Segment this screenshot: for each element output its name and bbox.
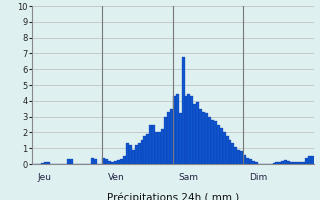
Bar (240, 151, 243, 164)
Bar (108, 161, 111, 164)
Bar (182, 57, 185, 164)
Text: Jeu: Jeu (38, 173, 52, 182)
Bar (276, 162, 278, 164)
Text: Précipitations 24h ( mm ): Précipitations 24h ( mm ) (107, 192, 239, 200)
Bar (152, 124, 155, 164)
Bar (167, 112, 170, 164)
Bar (170, 109, 173, 164)
Bar (205, 113, 208, 164)
Bar (290, 162, 293, 164)
Bar (252, 161, 255, 164)
Bar (126, 143, 129, 164)
Bar (67, 159, 70, 164)
Bar (176, 94, 179, 164)
Bar (293, 162, 296, 164)
Bar (149, 124, 152, 164)
Bar (193, 104, 196, 164)
Bar (199, 109, 202, 164)
Text: Ven: Ven (108, 173, 125, 182)
Bar (273, 163, 276, 164)
Bar (132, 150, 135, 164)
Bar (299, 162, 302, 164)
Bar (117, 160, 120, 164)
Bar (249, 159, 252, 164)
Bar (255, 162, 258, 164)
Bar (287, 161, 290, 164)
Bar (123, 156, 126, 164)
Bar (91, 158, 94, 164)
Bar (214, 121, 217, 164)
Bar (105, 159, 108, 164)
Bar (140, 140, 143, 164)
Bar (129, 145, 132, 164)
Bar (41, 163, 44, 164)
Bar (231, 143, 235, 164)
Bar (138, 143, 140, 164)
Bar (226, 136, 228, 164)
Bar (147, 134, 149, 164)
Bar (237, 150, 240, 164)
Bar (173, 96, 176, 164)
Bar (135, 145, 138, 164)
Bar (228, 140, 231, 164)
Bar (284, 160, 287, 164)
Bar (305, 158, 308, 164)
Bar (47, 162, 50, 164)
Bar (70, 159, 73, 164)
Bar (211, 120, 214, 164)
Bar (246, 158, 249, 164)
Bar (185, 96, 188, 164)
Bar (220, 128, 223, 164)
Bar (114, 161, 117, 164)
Bar (311, 156, 314, 164)
Bar (278, 162, 281, 164)
Bar (188, 94, 190, 164)
Bar (196, 102, 199, 164)
Bar (158, 132, 161, 164)
Bar (102, 158, 105, 164)
Bar (44, 162, 47, 164)
Bar (202, 112, 205, 164)
Bar (234, 147, 237, 164)
Bar (155, 132, 158, 164)
Bar (302, 162, 305, 164)
Bar (164, 117, 167, 164)
Bar (190, 96, 193, 164)
Bar (161, 129, 164, 164)
Bar (223, 132, 226, 164)
Bar (94, 159, 97, 164)
Bar (308, 156, 311, 164)
Text: Dim: Dim (249, 173, 267, 182)
Bar (208, 117, 211, 164)
Bar (120, 159, 123, 164)
Bar (143, 136, 147, 164)
Bar (179, 113, 182, 164)
Bar (296, 162, 299, 164)
Bar (281, 161, 284, 164)
Bar (243, 155, 246, 164)
Bar (111, 162, 114, 164)
Text: Sam: Sam (179, 173, 199, 182)
Bar (217, 124, 220, 164)
